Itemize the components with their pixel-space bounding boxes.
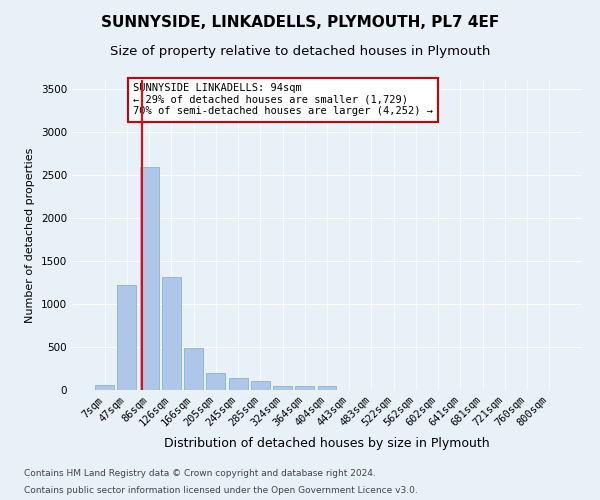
Text: SUNNYSIDE, LINKADELLS, PLYMOUTH, PL7 4EF: SUNNYSIDE, LINKADELLS, PLYMOUTH, PL7 4EF xyxy=(101,15,499,30)
Bar xyxy=(184,348,203,390)
Text: SUNNYSIDE LINKADELLS: 94sqm
← 29% of detached houses are smaller (1,729)
70% of : SUNNYSIDE LINKADELLS: 94sqm ← 29% of det… xyxy=(133,83,433,116)
Bar xyxy=(295,386,314,390)
Text: Contains public sector information licensed under the Open Government Licence v3: Contains public sector information licen… xyxy=(24,486,418,495)
X-axis label: Distribution of detached houses by size in Plymouth: Distribution of detached houses by size … xyxy=(164,437,490,450)
Bar xyxy=(273,386,292,390)
Bar xyxy=(140,167,158,390)
Bar xyxy=(317,386,337,390)
Y-axis label: Number of detached properties: Number of detached properties xyxy=(25,148,35,322)
Bar xyxy=(229,378,248,390)
Bar xyxy=(95,386,114,390)
Bar xyxy=(162,277,181,390)
Bar xyxy=(251,382,270,390)
Bar xyxy=(206,373,225,390)
Text: Contains HM Land Registry data © Crown copyright and database right 2024.: Contains HM Land Registry data © Crown c… xyxy=(24,468,376,477)
Bar xyxy=(118,285,136,390)
Text: Size of property relative to detached houses in Plymouth: Size of property relative to detached ho… xyxy=(110,45,490,58)
